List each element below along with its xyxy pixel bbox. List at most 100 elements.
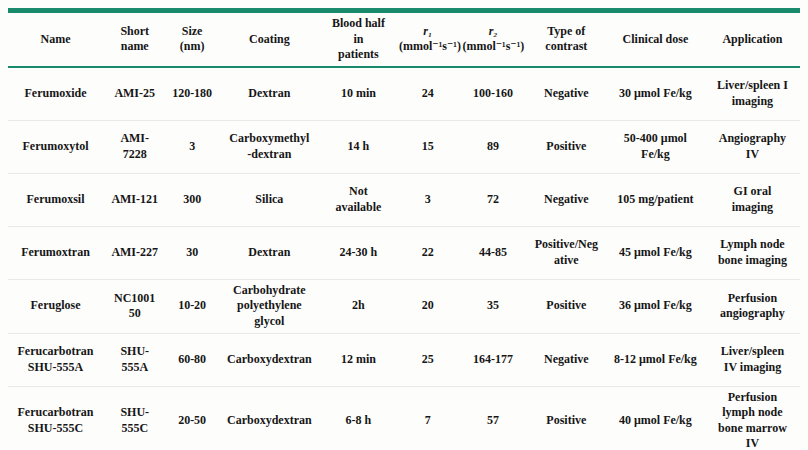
cell-size: 30: [166, 226, 217, 279]
cell-value: 6-8 h: [324, 413, 393, 429]
cell-value: 36 μmol Fe/kg: [609, 298, 702, 314]
cell-short-name: AMI- 7228: [103, 120, 166, 173]
cell-value: 24-30 h: [324, 245, 393, 261]
cell-blood-half: Not available: [321, 173, 396, 226]
cell-value: 120-180: [169, 86, 214, 102]
cell-value: 7: [399, 413, 456, 429]
cell-contrast-type: Negative: [527, 333, 606, 386]
cell-value: 57: [462, 413, 523, 429]
cell-value: Liver/spleen I imaging: [708, 78, 797, 109]
cell-short-name: SHU- 555A: [103, 333, 166, 386]
cell-value: SHU- 555A: [106, 344, 163, 375]
cell-application: Liver/spleen IV imaging: [705, 333, 800, 386]
table-header: Name Short name Size (nm) Coating Blood …: [8, 11, 800, 67]
cell-value: Carboxymethyl -dextran: [221, 131, 318, 162]
cell-value: Ferumoxtran: [11, 245, 100, 261]
cell-value: 3: [399, 192, 456, 208]
cell-value: 10-20: [169, 298, 214, 314]
cell-blood-half: 6-8 h: [321, 386, 396, 450]
cell-size: 300: [166, 173, 217, 226]
cell-coating: Carboxymethyl -dextran: [218, 120, 321, 173]
table-row-ferumoxsil: Ferumoxsil AMI-121 300 Silica Not availa…: [8, 173, 800, 226]
cell-value: Carboxydextran: [221, 352, 318, 368]
column-header-clinical-dose: Clinical dose: [606, 11, 705, 67]
cell-short-name: AMI-227: [103, 226, 166, 279]
column-header-size: Size (nm): [166, 11, 217, 67]
cell-value: Ferucarbotran SHU-555A: [11, 344, 100, 375]
cell-value: 12 min: [324, 352, 393, 368]
cell-r1: 20: [396, 279, 459, 333]
cell-coating: Carboxydextran: [218, 386, 321, 450]
cell-value: 20-50: [169, 413, 214, 429]
cell-value: Angiography IV: [708, 131, 797, 162]
column-header-label: Name: [11, 32, 100, 48]
cell-name: Ferumoxsil: [8, 173, 103, 226]
cell-r1: 15: [396, 120, 459, 173]
cell-value: 8-12 μmol Fe/kg: [609, 352, 702, 368]
table-row-ferucarbotran-shu555c: Ferucarbotran SHU-555C SHU- 555C 20-50 C…: [8, 386, 800, 450]
cell-contrast-type: Positive/Neg ative: [527, 226, 606, 279]
cell-value: 89: [462, 139, 523, 155]
cell-r1: 7: [396, 386, 459, 450]
cell-value: 20: [399, 298, 456, 314]
column-header-r1: r₁ (mmol⁻¹s⁻¹): [396, 11, 459, 67]
cell-value: Carboxydextran: [221, 413, 318, 429]
cell-value: Perfusion lymph node bone marrow IV: [708, 390, 797, 450]
cell-value: Dextran: [221, 86, 318, 102]
cell-application: Perfusion angiography: [705, 279, 800, 333]
cell-value: AMI-227: [106, 245, 163, 261]
column-header-blood-half: Blood half in patients: [321, 11, 396, 67]
cell-value: 15: [399, 139, 456, 155]
cell-value: Negative: [530, 352, 603, 368]
cell-size: 10-20: [166, 279, 217, 333]
cell-short-name: SHU- 555C: [103, 386, 166, 450]
cell-blood-half: 24-30 h: [321, 226, 396, 279]
cell-value: Ferumoxide: [11, 86, 100, 102]
cell-clinical-dose: 45 μmol Fe/kg: [606, 226, 705, 279]
cell-value: Positive: [530, 298, 603, 314]
cell-r2: 57: [459, 386, 526, 450]
cell-value: 45 μmol Fe/kg: [609, 245, 702, 261]
cell-name: Ferucarbotran SHU-555A: [8, 333, 103, 386]
cell-blood-half: 12 min: [321, 333, 396, 386]
cell-value: 24: [399, 86, 456, 102]
cell-value: Carbohydrate polyethylene glycol: [221, 283, 318, 330]
table-row-ferucarbotran-shu555a: Ferucarbotran SHU-555A SHU- 555A 60-80 C…: [8, 333, 800, 386]
cell-r1: 25: [396, 333, 459, 386]
cell-value: AMI- 7228: [106, 131, 163, 162]
cell-value: AMI-25: [106, 86, 163, 102]
cell-r1: 3: [396, 173, 459, 226]
cell-value: 44-85: [462, 245, 523, 261]
cell-clinical-dose: 105 mg/patient: [606, 173, 705, 226]
cell-value: Positive: [530, 139, 603, 155]
cell-contrast-type: Positive: [527, 120, 606, 173]
cell-value: SHU- 555C: [106, 405, 163, 436]
cell-value: Lymph node bone imaging: [708, 237, 797, 268]
cell-value: Silica: [221, 192, 318, 208]
cell-clinical-dose: 8-12 μmol Fe/kg: [606, 333, 705, 386]
cell-value: NC1001 50: [106, 291, 163, 322]
cell-value: 50-400 μmol Fe/kg: [609, 131, 702, 162]
cell-value: 10 min: [324, 86, 393, 102]
contrast-agents-table: Name Short name Size (nm) Coating Blood …: [8, 8, 800, 450]
cell-value: 100-160: [462, 86, 523, 102]
cell-value: AMI-121: [106, 192, 163, 208]
page: Name Short name Size (nm) Coating Blood …: [0, 0, 808, 450]
column-header-label: Type of contrast: [530, 24, 603, 55]
table-row-ferumoxide: Ferumoxide AMI-25 120-180 Dextran 10 min…: [8, 67, 800, 121]
cell-blood-half: 2h: [321, 279, 396, 333]
cell-clinical-dose: 36 μmol Fe/kg: [606, 279, 705, 333]
cell-contrast-type: Negative: [527, 173, 606, 226]
cell-value: Negative: [530, 192, 603, 208]
cell-short-name: NC1001 50: [103, 279, 166, 333]
cell-value: 30: [169, 245, 214, 261]
cell-coating: Dextran: [218, 67, 321, 121]
cell-value: Negative: [530, 86, 603, 102]
column-header-label: Coating: [221, 32, 318, 48]
cell-application: Liver/spleen I imaging: [705, 67, 800, 121]
table-row-ferumoxtran: Ferumoxtran AMI-227 30 Dextran 24-30 h 2…: [8, 226, 800, 279]
cell-value: Ferumoxsil: [11, 192, 100, 208]
cell-clinical-dose: 30 μmol Fe/kg: [606, 67, 705, 121]
cell-value: Dextran: [221, 245, 318, 261]
cell-value: Ferucarbotran SHU-555C: [11, 405, 100, 436]
